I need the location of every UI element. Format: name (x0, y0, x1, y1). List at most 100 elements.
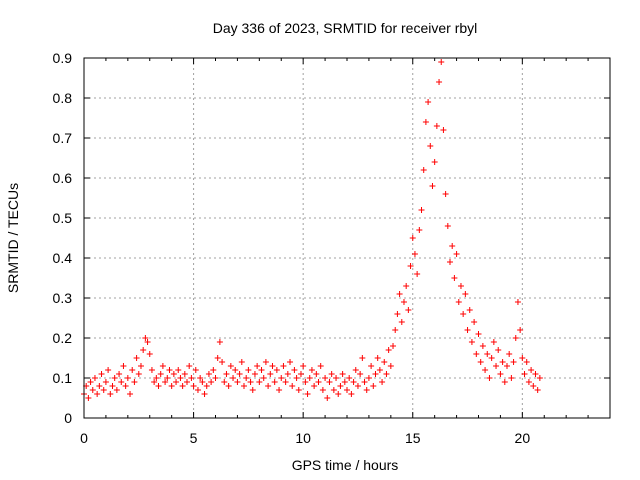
data-point (431, 159, 438, 165)
data-point (295, 387, 302, 393)
data-point (387, 363, 394, 369)
data-point (249, 387, 256, 393)
data-point (326, 379, 333, 385)
data-point (444, 223, 451, 229)
data-point (330, 387, 337, 393)
data-point (293, 375, 300, 381)
data-point (194, 387, 201, 393)
data-point (488, 355, 495, 361)
data-point (490, 339, 497, 345)
data-point (188, 375, 195, 381)
data-point (337, 383, 344, 389)
data-point (245, 367, 252, 373)
data-point (256, 379, 263, 385)
data-point (208, 379, 215, 385)
data-point (352, 367, 359, 373)
chart-title: Day 336 of 2023, SRMTID for receiver rby… (213, 20, 478, 36)
data-point (142, 335, 149, 341)
data-point (429, 183, 436, 189)
data-point (420, 167, 427, 173)
data-point (297, 371, 304, 377)
data-point (219, 359, 226, 365)
data-point (517, 327, 524, 333)
data-point (519, 355, 526, 361)
data-point (227, 363, 234, 369)
data-point (155, 383, 162, 389)
data-point (91, 375, 98, 381)
data-point (328, 371, 335, 377)
data-point (482, 367, 489, 373)
data-point (175, 367, 182, 373)
data-point (118, 379, 125, 385)
data-point (394, 311, 401, 317)
data-point (392, 327, 399, 333)
data-point (447, 259, 454, 265)
data-point (186, 363, 193, 369)
data-point (113, 387, 120, 393)
data-point (107, 391, 114, 397)
data-point (146, 351, 153, 357)
data-point (162, 379, 169, 385)
data-point (284, 371, 291, 377)
data-point (333, 375, 340, 381)
data-point (140, 347, 147, 353)
data-point (440, 127, 447, 133)
data-point (379, 379, 386, 385)
data-point (473, 351, 480, 357)
data-point (510, 359, 517, 365)
data-point (315, 379, 322, 385)
data-point (135, 371, 142, 377)
y-tick-label: 0.8 (53, 90, 73, 106)
data-point (319, 387, 326, 393)
data-point (383, 371, 390, 377)
data-point (396, 291, 403, 297)
data-point (501, 379, 508, 385)
data-point (499, 359, 506, 365)
data-point (151, 379, 158, 385)
data-point (94, 391, 101, 397)
data-point (225, 383, 232, 389)
data-point (313, 371, 320, 377)
data-point (300, 363, 307, 369)
y-tick-label: 0.2 (53, 330, 73, 346)
data-point (254, 363, 261, 369)
data-point (398, 319, 405, 325)
data-point (416, 227, 423, 233)
data-point (260, 375, 267, 381)
data-point (282, 379, 289, 385)
data-point (269, 363, 276, 369)
data-point (508, 375, 515, 381)
data-point (409, 235, 416, 241)
data-point (322, 375, 329, 381)
data-point (177, 375, 184, 381)
data-point (433, 123, 440, 129)
data-point (89, 387, 96, 393)
data-point (105, 367, 112, 373)
data-point (166, 367, 173, 373)
ticks-layer: 0 0.1 0.2 0.3 0.4 0.5 0.6 0.7 0.8 0.9 0 5 10 15 20 (53, 50, 611, 446)
data-point (346, 375, 353, 381)
data-point (153, 375, 160, 381)
data-point (173, 379, 180, 385)
data-point (251, 371, 258, 377)
data-point (455, 299, 462, 305)
x-tick-label: 0 (80, 430, 88, 446)
data-point (534, 387, 541, 393)
data-point (100, 387, 107, 393)
data-point (124, 375, 131, 381)
points-layer (81, 59, 543, 401)
x-tick-label: 15 (405, 430, 421, 446)
data-point (372, 371, 379, 377)
data-point (276, 387, 283, 393)
data-point (129, 367, 136, 373)
data-point (289, 383, 296, 389)
data-point (339, 371, 346, 377)
data-point (359, 355, 366, 361)
x-tick-label: 20 (515, 430, 531, 446)
data-point (212, 375, 219, 381)
data-point (236, 371, 243, 377)
data-point (457, 283, 464, 289)
data-point (497, 371, 504, 377)
data-point (376, 367, 383, 373)
